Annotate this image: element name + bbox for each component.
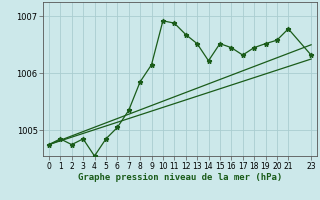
X-axis label: Graphe pression niveau de la mer (hPa): Graphe pression niveau de la mer (hPa) — [78, 173, 282, 182]
